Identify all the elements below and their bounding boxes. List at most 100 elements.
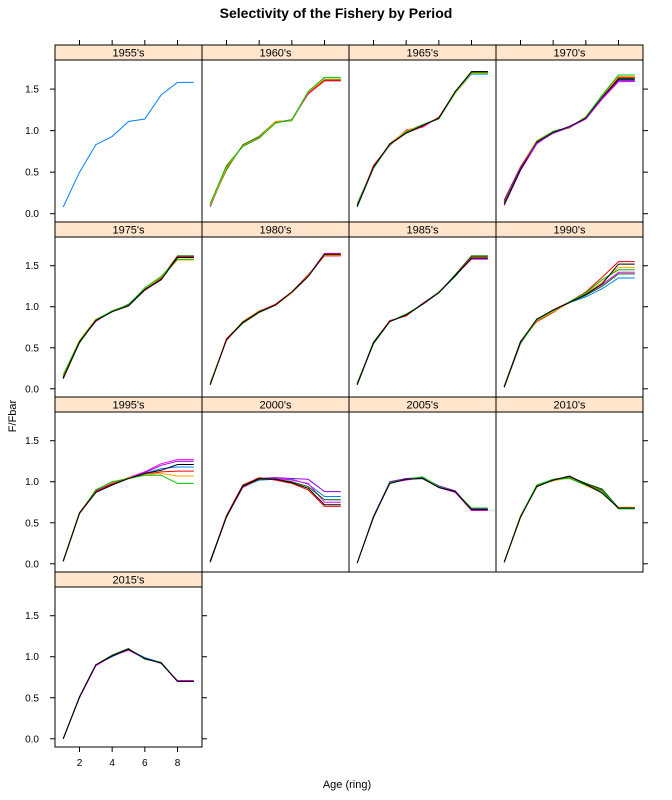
series-line xyxy=(503,79,635,204)
series-line xyxy=(503,81,635,206)
y-tick-label: 1.0 xyxy=(25,652,39,663)
y-tick-label: 0.0 xyxy=(25,384,39,395)
series-line xyxy=(62,255,194,378)
strip-label: 1990's xyxy=(553,225,586,237)
strip-label: 2005's xyxy=(406,400,439,412)
panel-frame xyxy=(54,236,203,398)
series-line xyxy=(62,466,194,562)
series-line xyxy=(209,80,341,206)
series-line xyxy=(503,77,635,202)
series-line xyxy=(62,81,194,208)
panel-1975s: 1975's 0.0 0.5 1.0 1.5 xyxy=(25,221,203,398)
series-line xyxy=(209,477,341,562)
series-line xyxy=(209,76,341,204)
y-axis-title: F/Fbar xyxy=(7,399,19,432)
y-tick-label: 1.5 xyxy=(25,436,39,447)
series-line xyxy=(356,477,488,564)
series-line xyxy=(62,257,194,379)
series-line xyxy=(209,79,341,205)
panel-1980s: 1980's xyxy=(201,221,350,398)
series-line xyxy=(62,472,194,561)
strip-label: 2015's xyxy=(112,575,145,587)
series-line xyxy=(356,477,488,564)
series-line xyxy=(209,78,341,208)
series-line xyxy=(62,648,194,739)
panel-1965s: 1965's xyxy=(348,40,497,223)
series-line xyxy=(209,477,341,562)
series-line xyxy=(62,459,194,562)
series-line xyxy=(209,78,341,206)
x-tick-label: 4 xyxy=(109,758,115,769)
panel-frame xyxy=(495,411,644,573)
series-line xyxy=(503,80,635,201)
y-tick-label: 1.5 xyxy=(25,611,39,622)
panel-frame xyxy=(54,586,203,748)
series-line xyxy=(209,478,341,563)
series-line xyxy=(62,647,194,739)
strip-label: 1960's xyxy=(259,48,292,60)
panel-frame xyxy=(348,236,497,398)
series-line xyxy=(62,649,194,739)
panel-1970s: 1970's xyxy=(495,40,648,223)
series-line xyxy=(62,259,194,376)
y-tick-label: 1.0 xyxy=(25,126,39,137)
series-line xyxy=(62,257,194,379)
panel-frame xyxy=(495,59,644,223)
x-tick-label: 6 xyxy=(142,758,148,769)
series-line xyxy=(62,470,194,562)
y-tick-label: 0.5 xyxy=(25,343,39,354)
series-line xyxy=(503,476,635,563)
panel-2005s: 2005's xyxy=(348,396,497,573)
x-axis-title: Age (ring) xyxy=(323,779,371,791)
series-line xyxy=(503,78,635,205)
x-tick-label: 8 xyxy=(175,758,181,769)
series-line xyxy=(356,257,488,385)
series-line xyxy=(209,478,341,563)
strip-label: 1975's xyxy=(112,225,145,237)
series-line xyxy=(503,74,635,203)
y-tick-label: 0.0 xyxy=(25,734,39,745)
panel-frame xyxy=(348,59,497,223)
strip-label: 1985's xyxy=(406,225,439,237)
series-line xyxy=(356,72,488,206)
panel-2010s: 2010's xyxy=(495,396,648,573)
series-line xyxy=(503,76,635,200)
series-line xyxy=(62,460,194,561)
series-line xyxy=(356,71,488,207)
y-tick-label: 0.0 xyxy=(25,209,39,220)
panel-frame xyxy=(201,59,350,223)
y-tick-label: 1.5 xyxy=(25,261,39,272)
series-line xyxy=(503,476,635,563)
series-line xyxy=(503,76,635,204)
y-tick-label: 1.5 xyxy=(25,85,39,96)
panel-1960s: 1960's xyxy=(201,40,350,223)
series-line xyxy=(209,477,341,562)
panel-1985s: 1985's xyxy=(348,221,497,398)
series-line xyxy=(503,269,635,387)
panel-1995s: 1995's 0.0 0.5 1.0 1.5 xyxy=(25,396,203,573)
strip-label: 1980's xyxy=(259,225,292,237)
series-line xyxy=(62,648,194,739)
y-tick-label: 1.0 xyxy=(25,477,39,488)
panel-frame xyxy=(201,236,350,398)
panel-frame xyxy=(348,411,497,573)
series-line xyxy=(503,477,635,563)
series-line xyxy=(356,72,488,204)
series-line xyxy=(356,72,488,206)
series-line xyxy=(503,266,635,388)
series-line xyxy=(356,477,488,564)
series-line xyxy=(356,255,488,384)
series-line xyxy=(62,256,194,380)
series-line xyxy=(209,253,341,384)
series-line xyxy=(356,257,488,385)
panel-2015s: 2015's 0.0 0.5 1.0 1.5 2 4 6 8 xyxy=(25,571,207,769)
series-line xyxy=(209,253,341,385)
series-line xyxy=(209,254,341,385)
series-line xyxy=(503,477,635,563)
y-tick-label: 0.5 xyxy=(25,518,39,529)
series-line xyxy=(209,254,341,385)
series-line xyxy=(209,252,341,385)
series-line xyxy=(209,477,341,563)
panel-frame xyxy=(54,59,203,223)
